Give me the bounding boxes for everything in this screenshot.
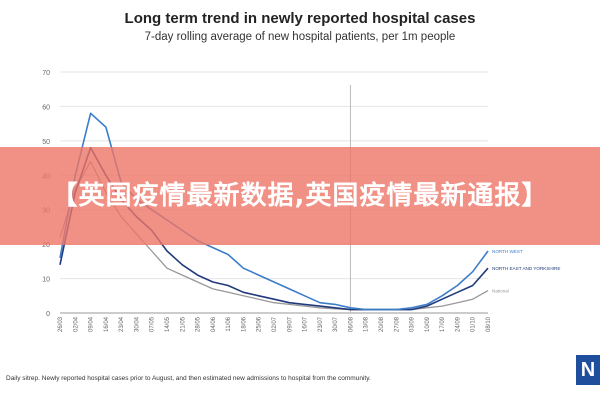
x-tick-label: 14/05: [165, 316, 171, 332]
x-tick-label: 07/05: [150, 316, 156, 332]
x-tick-label: 20/08: [379, 316, 385, 332]
x-tick-label: 10/09: [425, 316, 431, 332]
x-tick-label: 16/04: [104, 316, 110, 332]
x-tick-label: 09/04: [89, 316, 95, 332]
chart-title: Long term trend in newly reported hospit…: [124, 10, 476, 27]
nhs-logo: N: [576, 355, 600, 385]
y-tick-label: 60: [42, 104, 50, 111]
banner-text: 【英国疫情最新数据,英国疫情最新通报】: [51, 181, 549, 211]
x-tick-label: 09/07: [287, 316, 293, 332]
x-tick-label: 26/03: [58, 316, 64, 332]
x-tick-label: 21/05: [180, 316, 186, 332]
y-tick-label: 10: [42, 277, 50, 284]
x-tick-label: 17/09: [440, 316, 446, 332]
x-tick-label: 24/09: [455, 316, 461, 332]
y-tick-label: 20: [42, 242, 50, 249]
x-tick-label: 23/07: [318, 316, 324, 332]
overlay-banner: 【英国疫情最新数据,英国疫情最新通报】: [0, 147, 600, 245]
x-tick-label: 06/08: [348, 316, 354, 332]
x-tick-label: 13/08: [364, 316, 370, 332]
x-tick-label: 18/06: [241, 316, 247, 332]
x-tick-label: 04/06: [211, 316, 217, 332]
x-tick-label: 02/07: [272, 316, 278, 332]
x-tick-label: 23/04: [119, 316, 125, 332]
x-tick-label: 25/06: [257, 316, 263, 332]
x-tick-label: 08/10: [486, 316, 492, 332]
x-tick-label: 28/05: [196, 316, 202, 332]
y-tick-label: 70: [42, 70, 50, 77]
series-label: NORTH EAST AND YORKSHIRE: [492, 266, 560, 271]
x-tick-label: 03/09: [410, 316, 416, 332]
series-label: National: [492, 289, 509, 294]
y-tick-label: 50: [42, 139, 50, 146]
x-tick-label: 11/06: [226, 316, 232, 331]
x-tick-label: 30/07: [333, 316, 339, 332]
chart-subtitle: 7-day rolling average of new hospital pa…: [144, 31, 456, 43]
footnote: Daily sitrep. Newly reported hospital ca…: [6, 375, 371, 382]
x-tick-label: 27/08: [394, 316, 400, 332]
series-label: NORTH WEST: [492, 249, 523, 254]
y-tick-label: 0: [46, 311, 50, 318]
x-tick-label: 16/07: [303, 316, 309, 332]
x-tick-label: 30/04: [134, 316, 140, 332]
x-tick-label: 02/04: [73, 316, 79, 332]
x-tick-label: 01/10: [471, 316, 477, 332]
